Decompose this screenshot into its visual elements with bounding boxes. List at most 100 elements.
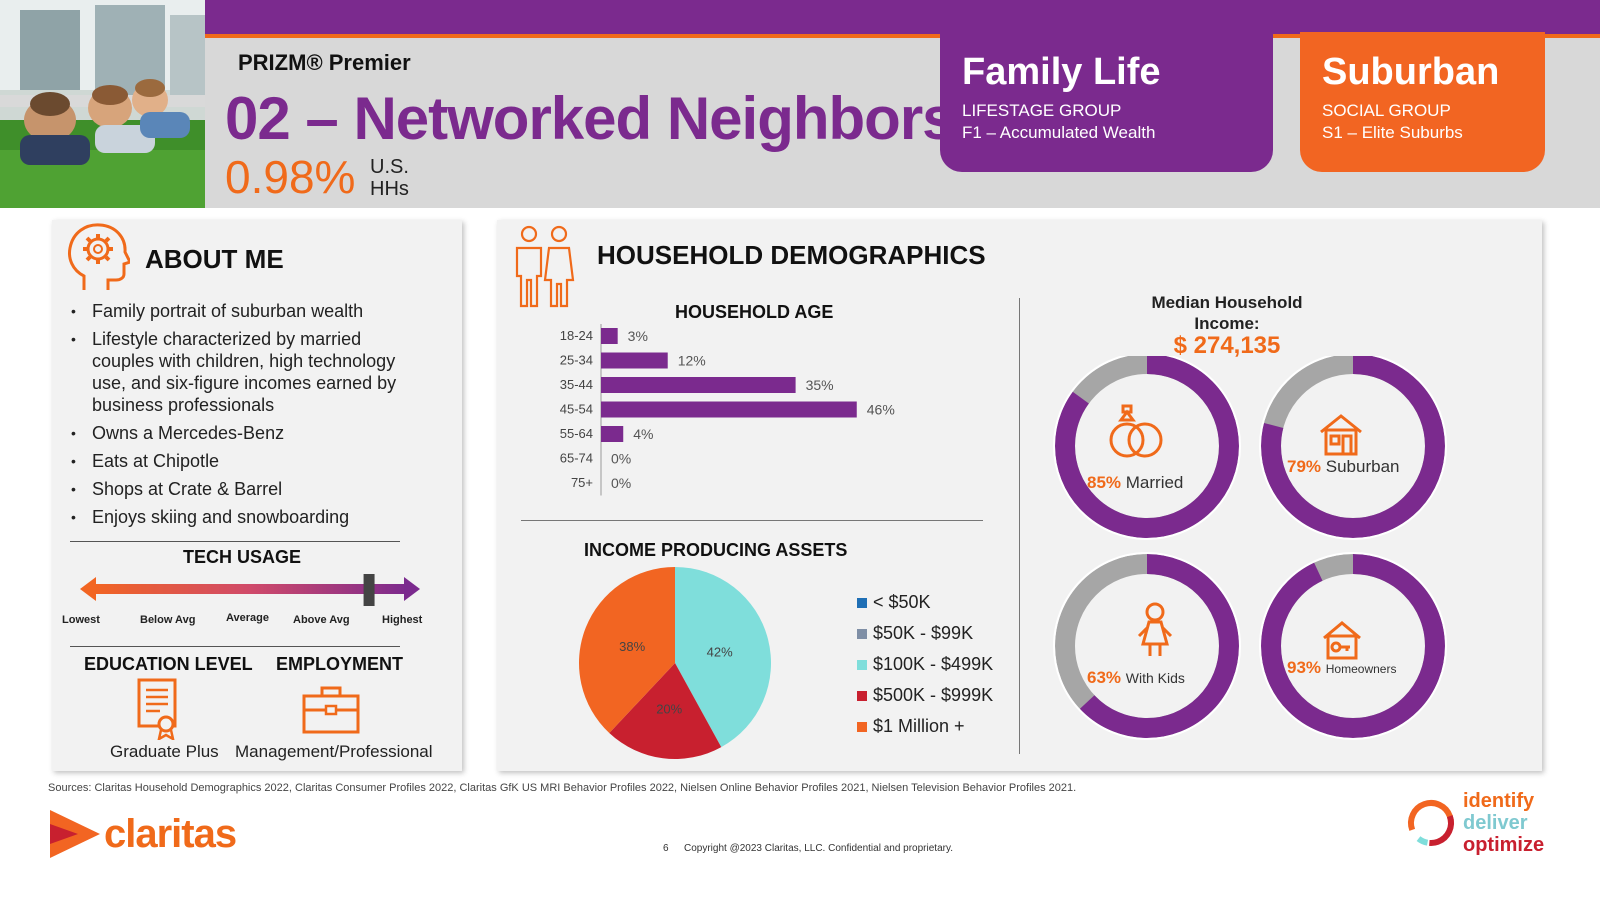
employment-title: EMPLOYMENT	[276, 654, 404, 674]
suburban-donut	[1259, 356, 1447, 540]
suburban-text: Suburban	[1325, 457, 1400, 476]
pie-slice	[579, 567, 675, 733]
tagline: identify deliver optimize	[1463, 790, 1544, 856]
sources-note: Sources: Claritas Household Demographics…	[48, 782, 1077, 794]
age-value-label: 35%	[806, 377, 834, 393]
legend-swatch	[857, 597, 867, 608]
donut-outline	[1053, 552, 1241, 740]
about-bullet: Lifestyle characterized by married coupl…	[68, 328, 428, 416]
legend-swatch	[857, 721, 867, 732]
income-assets-legend: < $50K $50K - $99K $100K - $499K $500K -…	[857, 587, 993, 742]
with-kids-text: With Kids	[1125, 670, 1185, 686]
tagline-optimize: optimize	[1463, 834, 1545, 856]
age-category-label: 55-64	[560, 426, 593, 441]
donut-charts	[1053, 356, 1447, 740]
homeowners-donut	[1259, 552, 1447, 740]
age-category-label: 35-44	[560, 377, 593, 392]
legend-item: < $50K	[857, 587, 993, 618]
social-badge: Suburban SOCIAL GROUP S1 – Elite Suburbs	[1300, 32, 1545, 172]
tech-scale-highest: Highest	[382, 614, 423, 626]
homeowners-label: 93% Homeowners	[1287, 658, 1396, 678]
head-gear-icon	[68, 223, 130, 290]
social-group-value: S1 – Elite Suburbs	[1322, 123, 1463, 142]
age-value-label: 3%	[628, 328, 648, 344]
couple-icon	[515, 225, 575, 308]
header-top-bar	[205, 0, 1600, 34]
legend-swatch	[857, 628, 867, 639]
about-bullet: Eats at Chipotle	[68, 450, 428, 472]
vertical-divider	[1019, 298, 1020, 754]
about-me-list: Family portrait of suburban wealth Lifes…	[68, 300, 428, 534]
about-bullet: Owns a Mercedes-Benz	[68, 422, 428, 444]
about-bullet: Family portrait of suburban wealth	[68, 300, 428, 322]
brand-label: PRIZM® Premier	[238, 50, 411, 75]
with-kids-donut	[1053, 552, 1241, 740]
social-group-label: SOCIAL GROUP	[1322, 101, 1451, 120]
age-value-label: 46%	[867, 402, 895, 418]
legend-label: $100K - $499K	[873, 654, 994, 674]
median-income-title: Median Household Income:	[1097, 292, 1357, 334]
lifestage-group-value: F1 – Accumulated Wealth	[962, 123, 1156, 142]
age-value-label: 12%	[678, 353, 706, 369]
divider	[70, 541, 400, 542]
age-bar	[601, 401, 857, 418]
donut-value-arc	[1261, 554, 1445, 738]
homeowners-pct: 93%	[1287, 658, 1322, 677]
donut-value-arc	[1055, 356, 1239, 538]
tech-usage-title: TECH USAGE	[182, 547, 301, 567]
with-kids-label: 63% With Kids	[1087, 668, 1185, 688]
about-bullet: Enjoys skiing and snowboarding	[68, 506, 428, 528]
legend-swatch	[857, 690, 867, 701]
social-name: Suburban	[1322, 51, 1500, 93]
median-income-title-line2: Income:	[1194, 314, 1260, 333]
share-label-line1: U.S.	[370, 156, 409, 178]
pie-slice	[609, 663, 722, 759]
divider	[70, 646, 400, 647]
lifestage-name: Family Life	[962, 51, 1161, 93]
tech-usage-marker	[363, 574, 375, 606]
claritas-ring-icon	[1408, 800, 1454, 846]
donut-value-arc	[1261, 356, 1445, 538]
donut-outline	[1259, 552, 1447, 740]
married-donut	[1053, 356, 1241, 540]
median-income-title-line1: Median Household	[1151, 293, 1303, 312]
header-photo	[0, 0, 206, 208]
divider	[521, 520, 983, 521]
claritas-logo-text: claritas	[104, 812, 237, 856]
briefcase-icon	[302, 686, 360, 734]
household-demographics-title: HOUSEHOLD DEMOGRAPHICS	[597, 240, 986, 270]
legend-label: $50K - $99K	[873, 623, 974, 643]
tech-usage-scale	[80, 574, 420, 606]
suburban-pct: 79%	[1287, 457, 1322, 476]
education-value: Graduate Plus	[110, 742, 219, 761]
lifestage-group-label: LIFESTAGE GROUP	[962, 101, 1122, 120]
pie-slice	[675, 567, 771, 748]
married-label: 85% Married	[1087, 473, 1183, 493]
pie-value-label: 20%	[656, 702, 682, 717]
key-house-icon	[1323, 621, 1361, 660]
age-category-label: 65-74	[560, 451, 593, 466]
page-title: 02 – Networked Neighbors	[225, 85, 956, 152]
tech-scale-above-avg: Above Avg	[293, 614, 350, 626]
share-label-line2: HHs	[370, 178, 409, 200]
household-demographics-panel: HOUSEHOLD DEMOGRAPHICS HOUSEHOLD AGE 18-…	[497, 220, 1542, 771]
about-bullet: Shops at Crate & Barrel	[68, 478, 428, 500]
age-value-label: 4%	[633, 426, 653, 442]
diploma-icon	[137, 678, 177, 740]
claritas-logo-icon	[50, 810, 100, 858]
married-pct: 85%	[1087, 473, 1122, 492]
about-me-panel: ABOUT ME Family portrait of suburban wea…	[52, 220, 462, 771]
age-category-label: 75+	[571, 475, 593, 490]
tagline-identify: identify	[1463, 790, 1535, 812]
legend-label: $1 Million +	[873, 716, 965, 736]
household-share-label: U.S. HHs	[370, 156, 409, 200]
age-bar	[601, 377, 796, 393]
age-bar	[601, 352, 668, 369]
lifestage-badge: Family Life LIFESTAGE GROUP F1 – Accumul…	[940, 32, 1273, 172]
copyright: Copyright @2023 Claritas, LLC. Confident…	[684, 843, 953, 854]
education-title: EDUCATION LEVEL	[84, 654, 253, 674]
page-number: 6	[663, 843, 669, 854]
house-icon	[1320, 414, 1362, 456]
child-icon	[1137, 602, 1173, 656]
legend-label: $500K - $999K	[873, 685, 994, 705]
